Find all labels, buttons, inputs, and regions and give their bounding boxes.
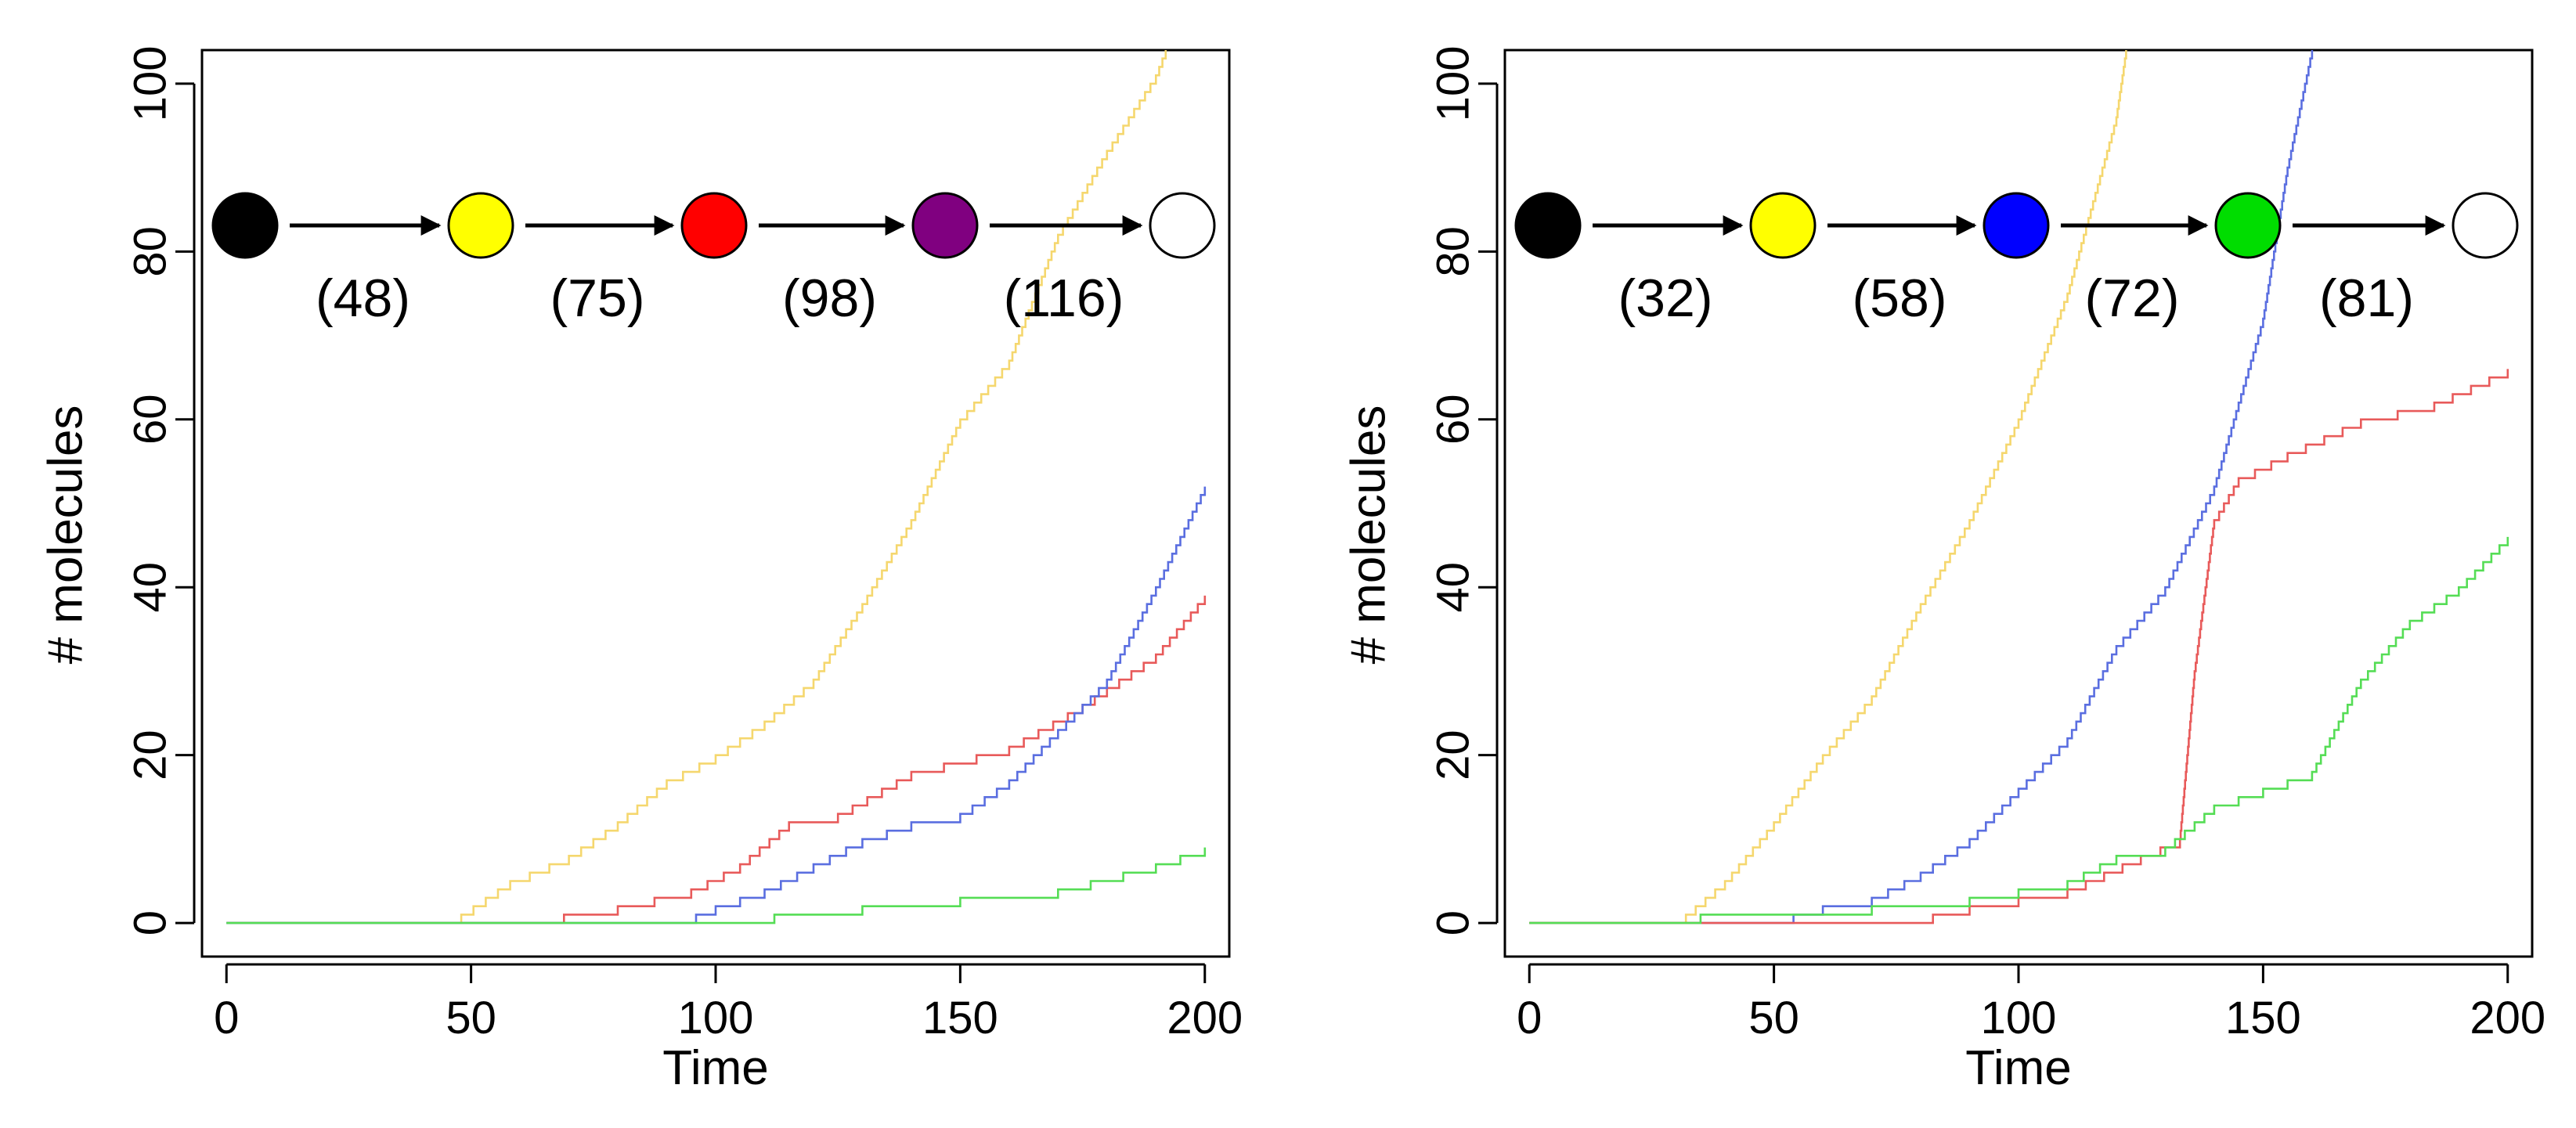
pathway-node-red: [680, 192, 748, 259]
x-tick-label: 100: [1981, 993, 2057, 1043]
pathway-rate-label: (58): [1853, 268, 1947, 328]
x-axis: 0 50 100 150 200 Time: [214, 963, 1243, 1095]
chart-panel-right: 0 50 100 150 200 Time 0 20 40 60 80 100 # molecules (…: [1341, 45, 2545, 1095]
x-tick-label: 200: [2470, 993, 2545, 1043]
y-tick-label: 80: [1427, 226, 1478, 277]
x-tick-label: 0: [214, 993, 239, 1043]
series-line-yellow: [226, 50, 1167, 924]
y-axis-label: # molecules: [1341, 405, 1395, 665]
x-tick-label: 200: [1167, 993, 1243, 1043]
y-axis: 0 20 40 60 80 100 # molecules: [38, 45, 196, 935]
x-tick-label: 0: [1517, 993, 1542, 1043]
y-tick-label: 40: [1427, 562, 1478, 613]
y-tick-label: 100: [124, 45, 175, 121]
y-tick-label: 20: [124, 730, 175, 780]
y-tick-label: 60: [1427, 395, 1478, 445]
series-line-green: [1529, 536, 2509, 924]
plot-frame: [1503, 49, 2534, 958]
pathway-rate-label: (32): [1618, 268, 1713, 328]
pathway-diagram: (48) (75) (98) (116): [211, 192, 1216, 328]
pathway-node-blue: [1983, 192, 2050, 259]
pathway-node-green: [2214, 192, 2282, 259]
x-axis-label: Time: [1965, 1041, 2071, 1095]
series-line-yellow: [1529, 50, 2127, 924]
pathway-rate-label: (75): [550, 268, 645, 328]
x-tick-label: 50: [1748, 993, 1799, 1043]
pathway-node-start: [1514, 192, 1582, 259]
series-line-blue: [226, 486, 1207, 924]
plot-frame: [200, 49, 1231, 958]
y-tick-label: 20: [1427, 730, 1478, 780]
y-tick-label: 40: [124, 562, 175, 613]
pathway-node-purple: [911, 192, 979, 259]
y-axis-label: # molecules: [38, 405, 92, 665]
x-tick-label: 150: [2225, 993, 2301, 1043]
y-tick-label: 80: [124, 226, 175, 277]
pathway-node-start: [211, 192, 279, 259]
x-axis-label: Time: [662, 1041, 768, 1095]
x-tick-label: 100: [678, 993, 754, 1043]
pathway-rate-label: (98): [782, 268, 877, 328]
y-tick-label: 0: [1427, 910, 1478, 935]
pathway-rate-label: (81): [2319, 268, 2414, 328]
pathway-rate-label: (48): [316, 268, 410, 328]
pathway-node-yellow: [447, 192, 514, 259]
series-line-red: [1529, 369, 2509, 924]
series-line-blue: [1529, 50, 2314, 924]
y-tick-label: 0: [124, 910, 175, 935]
y-tick-label: 60: [124, 395, 175, 445]
x-axis: 0 50 100 150 200 Time: [1517, 963, 2545, 1095]
y-tick-label: 100: [1427, 45, 1478, 121]
pathway-node-end: [1149, 192, 1216, 259]
y-axis: 0 20 40 60 80 100 # molecules: [1341, 45, 1499, 935]
x-tick-label: 50: [446, 993, 496, 1043]
chart-panel-left: 0 50 100 150 200 Time 0 20 40 60 80 100 # molecules (…: [38, 45, 1243, 1095]
series-group: [1529, 50, 2509, 924]
series-line-red: [226, 595, 1207, 924]
series-group: [226, 50, 1207, 924]
x-tick-label: 150: [922, 993, 998, 1043]
pathway-rate-label: (72): [2085, 268, 2180, 328]
pathway-node-end: [2452, 192, 2519, 259]
pathway-diagram: (32) (58) (72) (81): [1514, 192, 2519, 328]
series-line-green: [226, 847, 1207, 924]
pathway-rate-label: (116): [1004, 268, 1124, 328]
pathway-node-yellow: [1749, 192, 1817, 259]
